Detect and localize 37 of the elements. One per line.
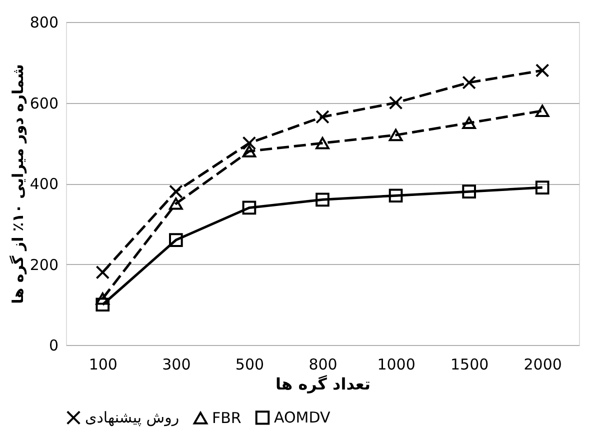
point bbox=[169, 198, 183, 210]
point bbox=[96, 292, 110, 305]
point bbox=[388, 128, 403, 142]
point bbox=[242, 200, 256, 215]
point bbox=[316, 110, 330, 124]
x-tick-label: 500 bbox=[235, 356, 264, 374]
x-tick-label: 1500 bbox=[450, 356, 489, 374]
x-tick-label: 100 bbox=[88, 356, 118, 374]
point bbox=[388, 188, 403, 203]
x-tick-label: 2000 bbox=[524, 356, 562, 374]
point bbox=[462, 184, 476, 198]
point bbox=[96, 298, 110, 312]
x-axis-title: تعداد گره ها bbox=[276, 374, 370, 394]
y-axis-title: شماره دور میرایی ۱۰٪ از گره ها bbox=[8, 64, 27, 304]
x-tick-label: 1000 bbox=[377, 356, 416, 374]
point bbox=[316, 192, 330, 207]
y-tick-label: 200 bbox=[30, 256, 58, 274]
point bbox=[535, 180, 550, 194]
y-tick-label: 400 bbox=[30, 175, 58, 193]
y-tick-label: 800 bbox=[30, 14, 58, 32]
y-tick-label: 600 bbox=[30, 94, 58, 112]
legend-label: FBR bbox=[212, 409, 242, 428]
point bbox=[242, 145, 256, 158]
point bbox=[535, 64, 550, 78]
legend-label: روش پیشنهادی bbox=[85, 408, 180, 427]
point bbox=[242, 136, 256, 150]
point bbox=[96, 265, 110, 280]
point bbox=[316, 137, 330, 150]
point bbox=[462, 76, 476, 90]
point bbox=[535, 104, 550, 117]
legend-label: AOMDV bbox=[274, 408, 332, 427]
point bbox=[462, 116, 476, 130]
y-tick-label: 0 bbox=[48, 336, 58, 354]
x-tick-label: 800 bbox=[308, 356, 338, 374]
x-tick-label: 300 bbox=[162, 356, 191, 374]
point bbox=[169, 233, 183, 247]
point bbox=[388, 96, 403, 110]
